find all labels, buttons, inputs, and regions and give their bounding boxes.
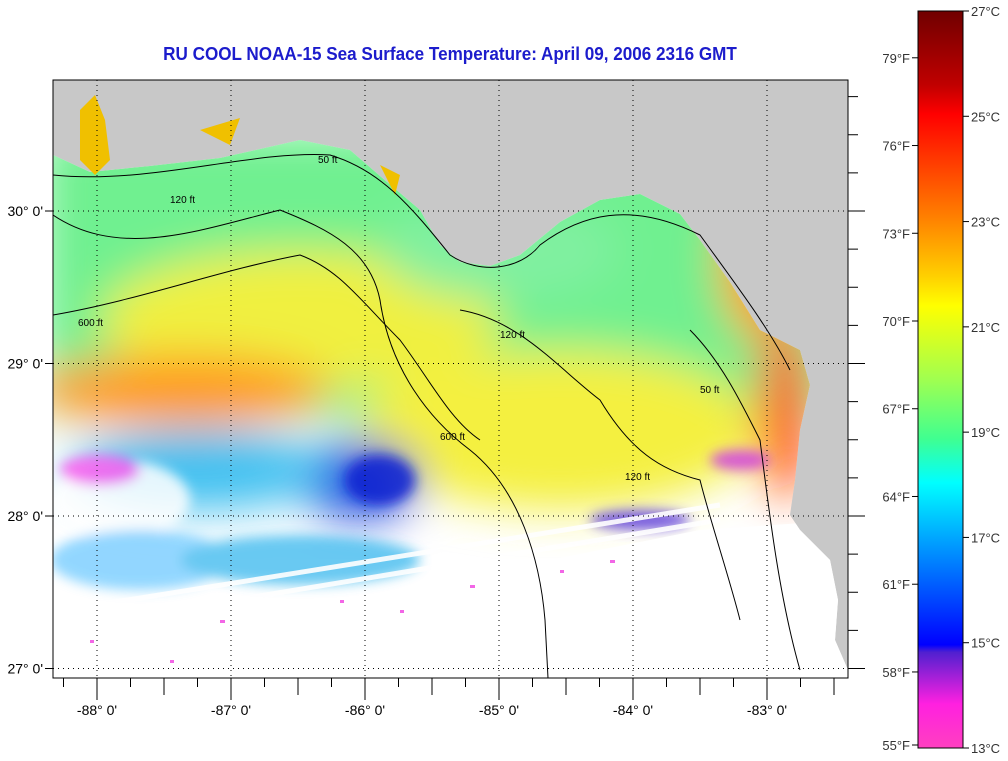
celsius-label: 27°C <box>971 4 1000 19</box>
fahrenheit-label: 58°F <box>882 665 910 680</box>
lat-tick-label: 30° 0' <box>7 203 43 219</box>
contour-label-120ft: 120 ft <box>500 330 525 341</box>
fahrenheit-label: 70°F <box>882 314 910 329</box>
fahrenheit-label: 64°F <box>882 489 910 504</box>
celsius-label: 15°C <box>971 636 1000 651</box>
map-frame <box>52 79 849 679</box>
fahrenheit-label: 55°F <box>882 738 910 753</box>
lat-tick-label: 28° 0' <box>7 508 43 524</box>
contour-label-50ft: 50 ft <box>700 385 720 396</box>
map-title: RU COOL NOAA-15 Sea Surface Temperature:… <box>163 44 737 64</box>
celsius-label: 17°C <box>971 530 1000 545</box>
celsius-label: 19°C <box>971 425 1000 440</box>
contour-label-120ft: 120 ft <box>625 472 650 483</box>
lat-tick-label: 29° 0' <box>7 356 43 372</box>
lon-tick-label: -85° 0' <box>479 702 519 718</box>
depth-contours <box>53 154 801 678</box>
lon-tick-label: -84° 0' <box>613 702 653 718</box>
celsius-label: 25°C <box>971 109 1000 124</box>
lon-tick-label: -87° 0' <box>211 702 251 718</box>
lon-tick-label: -88° 0' <box>77 702 117 718</box>
lon-tick-label: -86° 0' <box>345 702 385 718</box>
lat-tick-label: 27° 0' <box>7 661 43 677</box>
celsius-label: 13°C <box>971 741 1000 756</box>
celsius-label: 23°C <box>971 215 1000 230</box>
fahrenheit-label: 73°F <box>882 226 910 241</box>
colorbar <box>917 10 964 749</box>
contour-label-600ft: 600 ft <box>78 318 103 329</box>
fahrenheit-label: 67°F <box>882 402 910 417</box>
coastal-features <box>80 95 400 195</box>
fahrenheit-label: 79°F <box>882 51 910 66</box>
map-axes: -88° 0' -87° 0' -86° 0' -85° 0' -84° 0' -83° … <box>7 96 865 718</box>
contour-label-50ft: 50 ft <box>318 155 338 166</box>
celsius-label: 21°C <box>971 320 1000 335</box>
fahrenheit-label: 76°F <box>882 139 910 154</box>
contour-label-120ft: 120 ft <box>170 195 195 206</box>
fahrenheit-label: 61°F <box>882 577 910 592</box>
colorbar-ticks: 27°C 25°C 23°C 21°C 19°C 17°C 15°C 13°C 79°F 76°F… <box>882 4 1000 756</box>
lon-tick-label: -83° 0' <box>747 702 787 718</box>
map-area: 50 ft 120 ft 600 ft 120 ft 50 ft 600 ft … <box>53 80 848 678</box>
contour-label-600ft: 600 ft <box>440 432 465 443</box>
